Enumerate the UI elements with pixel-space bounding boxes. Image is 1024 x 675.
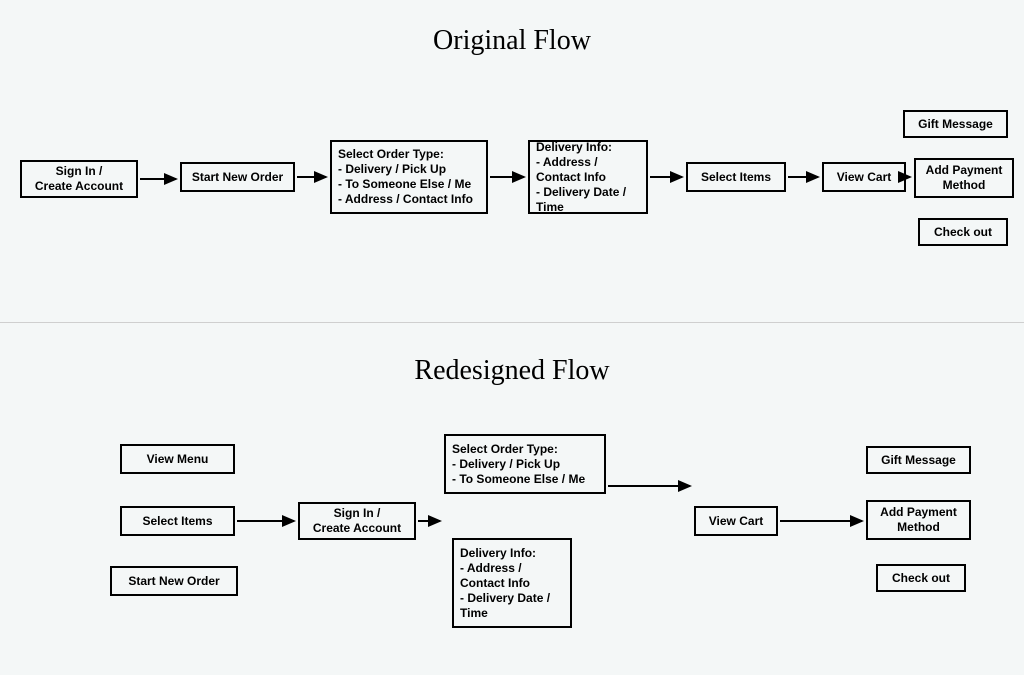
flow-node: View Cart <box>822 162 906 192</box>
flow-node: Gift Message <box>903 110 1008 138</box>
diagram-canvas: Original Flow Redesigned Flow Sign In /C… <box>0 0 1024 675</box>
flow-node: Sign In /Create Account <box>298 502 416 540</box>
title-redesigned: Redesigned Flow <box>0 355 1024 387</box>
flow-node: Start New Order <box>110 566 238 596</box>
title-original: Original Flow <box>0 25 1024 57</box>
flow-node: Select Items <box>120 506 235 536</box>
flow-node: Add PaymentMethod <box>914 158 1014 198</box>
flow-node: Add PaymentMethod <box>866 500 971 540</box>
flow-node: Sign In /Create Account <box>20 160 138 198</box>
flow-node: Check out <box>918 218 1008 246</box>
flow-node: View Cart <box>694 506 778 536</box>
flow-node: Select Order Type:- Delivery / Pick Up- … <box>330 140 488 214</box>
flow-node: Check out <box>876 564 966 592</box>
flow-node: Delivery Info:- Address /Contact Info- D… <box>452 538 572 628</box>
flow-node: Select Order Type:- Delivery / Pick Up- … <box>444 434 606 494</box>
flow-node: Select Items <box>686 162 786 192</box>
flow-node: View Menu <box>120 444 235 474</box>
flow-node: Delivery Info:- Address /Contact Info- D… <box>528 140 648 214</box>
flow-node: Gift Message <box>866 446 971 474</box>
flow-node: Start New Order <box>180 162 295 192</box>
section-divider <box>0 322 1024 323</box>
